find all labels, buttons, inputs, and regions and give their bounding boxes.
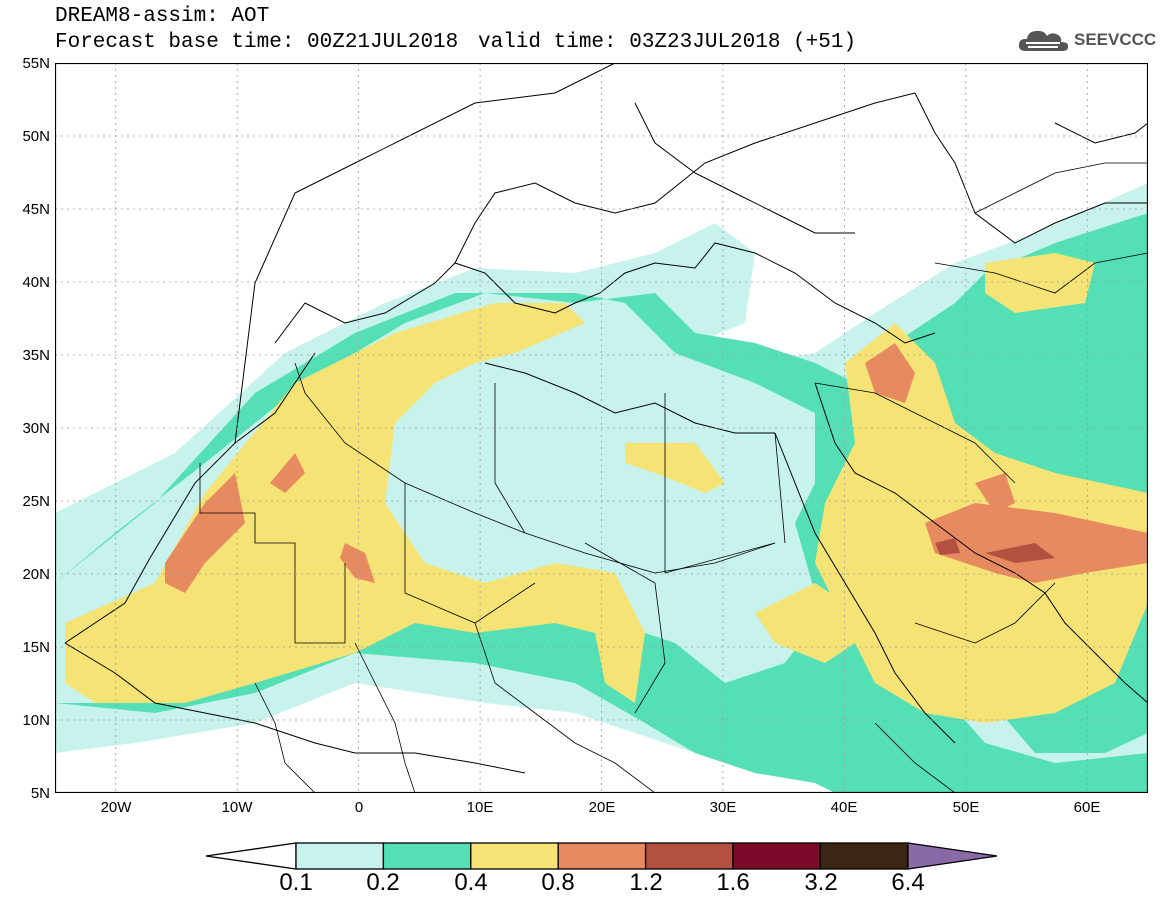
colorbar-swatch [644, 842, 734, 870]
colorbar-labels: 0.1 0.2 0.4 0.8 1.2 1.6 3.2 6.4 [0, 870, 1165, 900]
colorbar-swatch [819, 842, 909, 870]
map-title: DREAM8-assim: AOT [55, 5, 270, 28]
lat-label: 10N [22, 712, 50, 729]
country-borders [199, 162, 1148, 793]
lat-label: 5N [30, 785, 50, 802]
lat-label: 35N [22, 347, 50, 364]
aot-level-1.2 [935, 538, 1055, 563]
colorbar [205, 842, 998, 870]
lon-label: 20W [100, 799, 132, 816]
colorbar-level: 0.8 [541, 869, 575, 896]
colorbar-level: 6.4 [891, 869, 925, 896]
logo-text: SEEVCCC [1074, 30, 1157, 49]
lat-label: 45N [22, 201, 50, 218]
colorbar-swatch [732, 842, 822, 870]
lat-label: 55N [22, 55, 50, 72]
lat-label: 50N [22, 128, 50, 145]
lon-label: 50E [952, 799, 980, 816]
lon-label: 40E [830, 799, 858, 816]
lon-label: 0 [354, 799, 364, 816]
graticule [55, 63, 1148, 793]
colorbar-level: 1.6 [716, 869, 750, 896]
colorbar-level: 1.2 [629, 869, 663, 896]
cloud-icon [1018, 30, 1069, 51]
colorbar-level: 3.2 [804, 869, 838, 896]
map-panel [55, 63, 1148, 793]
lat-label: 20N [22, 566, 50, 583]
lon-label: 10E [466, 799, 494, 816]
seevccc-logo: SEEVCCC [1018, 26, 1156, 54]
colorbar-level: 0.2 [366, 869, 400, 896]
lon-label: 10W [221, 799, 253, 816]
colorbar-level: 0.4 [454, 869, 488, 896]
lat-label: 15N [22, 639, 50, 656]
lon-label: 30E [709, 799, 737, 816]
colorbar-below-triangle [205, 842, 297, 870]
lat-label: 25N [22, 493, 50, 510]
colorbar-swatch [470, 842, 559, 870]
lon-label: 60E [1073, 799, 1101, 816]
valid-time: valid time: 03Z23JUL2018 (+51) [478, 31, 857, 54]
aot-level-0.8 [165, 343, 1148, 593]
coastlines [64, 63, 1148, 774]
colorbar-swatch [382, 842, 472, 870]
colorbar-swatch [295, 842, 385, 870]
lat-label: 40N [22, 274, 50, 291]
colorbar-level: 0.1 [279, 869, 313, 896]
forecast-base-time: Forecast base time: 00Z21JUL2018 [55, 31, 459, 54]
colorbar-above-triangle [907, 842, 998, 870]
map-border [55, 63, 1148, 793]
colorbar-swatch [557, 842, 647, 870]
aot-level-0.4 [65, 253, 1148, 723]
lon-label: 20E [588, 799, 616, 816]
lat-label: 30N [22, 420, 50, 437]
